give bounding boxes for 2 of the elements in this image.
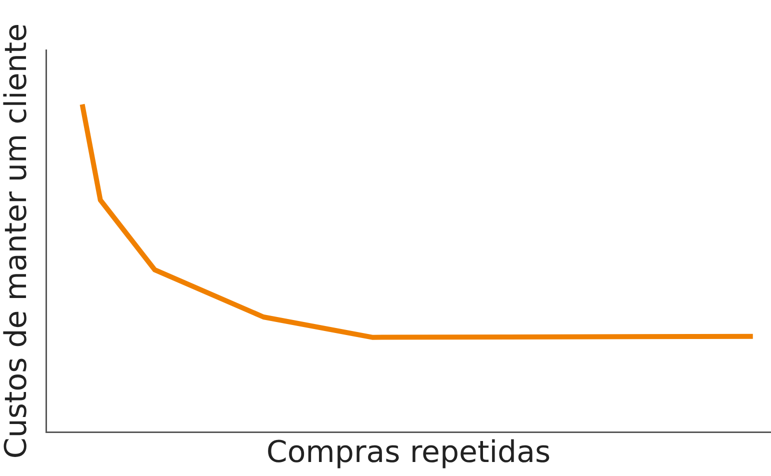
y-axis-title: Custos de manter um cliente xyxy=(0,23,34,459)
x-axis-title: Compras repetidas xyxy=(266,434,551,470)
